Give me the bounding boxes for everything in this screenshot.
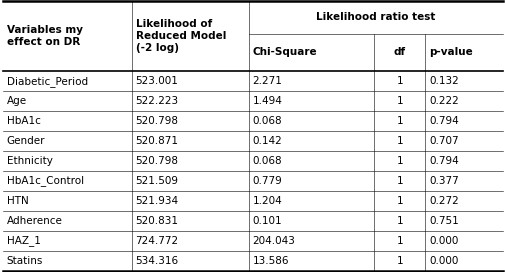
Text: Variables my
effect on DR: Variables my effect on DR — [7, 25, 82, 47]
Text: 0.101: 0.101 — [252, 216, 282, 226]
Text: 520.798: 520.798 — [135, 156, 178, 166]
Text: Statins: Statins — [7, 256, 43, 266]
Text: 0.707: 0.707 — [429, 136, 458, 146]
Text: 0.794: 0.794 — [429, 116, 459, 126]
Text: 521.934: 521.934 — [135, 196, 178, 206]
Text: 1: 1 — [396, 76, 402, 86]
Text: Likelihood ratio test: Likelihood ratio test — [316, 13, 435, 23]
Text: HAZ_1: HAZ_1 — [7, 235, 40, 246]
Text: 1: 1 — [396, 236, 402, 246]
Text: 520.798: 520.798 — [135, 116, 178, 126]
Text: 1: 1 — [396, 96, 402, 106]
Text: 0.000: 0.000 — [429, 256, 458, 266]
Text: 1: 1 — [396, 176, 402, 186]
Text: 1.494: 1.494 — [252, 96, 282, 106]
Text: Ethnicity: Ethnicity — [7, 156, 53, 166]
Text: 0.779: 0.779 — [252, 176, 282, 186]
Text: Age: Age — [7, 96, 27, 106]
Text: Likelihood of
Reduced Model
(-2 log): Likelihood of Reduced Model (-2 log) — [135, 19, 226, 53]
Text: p-value: p-value — [429, 48, 472, 57]
Text: 520.871: 520.871 — [135, 136, 178, 146]
Text: 520.831: 520.831 — [135, 216, 178, 226]
Text: 0.142: 0.142 — [252, 136, 282, 146]
Text: 13.586: 13.586 — [252, 256, 288, 266]
Text: 0.222: 0.222 — [429, 96, 459, 106]
Text: Chi-Square: Chi-Square — [252, 48, 317, 57]
Text: 1.204: 1.204 — [252, 196, 282, 206]
Text: df: df — [393, 48, 405, 57]
Text: 0.000: 0.000 — [429, 236, 458, 246]
Text: 1: 1 — [396, 116, 402, 126]
Text: 1: 1 — [396, 196, 402, 206]
Text: 0.068: 0.068 — [252, 116, 282, 126]
Text: 724.772: 724.772 — [135, 236, 178, 246]
Text: 1: 1 — [396, 136, 402, 146]
Text: 0.068: 0.068 — [252, 156, 282, 166]
Text: 0.377: 0.377 — [429, 176, 459, 186]
Text: 0.751: 0.751 — [429, 216, 459, 226]
Text: 2.271: 2.271 — [252, 76, 282, 86]
Text: Gender: Gender — [7, 136, 45, 146]
Text: 204.043: 204.043 — [252, 236, 295, 246]
Text: HTN: HTN — [7, 196, 28, 206]
Text: 521.509: 521.509 — [135, 176, 178, 186]
Text: 534.316: 534.316 — [135, 256, 178, 266]
Text: 1: 1 — [396, 256, 402, 266]
Text: 523.001: 523.001 — [135, 76, 178, 86]
Text: Diabetic_Period: Diabetic_Period — [7, 76, 87, 87]
Text: 1: 1 — [396, 156, 402, 166]
Text: 522.223: 522.223 — [135, 96, 178, 106]
Text: Adherence: Adherence — [7, 216, 62, 226]
Text: 0.794: 0.794 — [429, 156, 459, 166]
Text: 0.132: 0.132 — [429, 76, 459, 86]
Text: HbA1c: HbA1c — [7, 116, 40, 126]
Text: 1: 1 — [396, 216, 402, 226]
Text: HbA1c_Control: HbA1c_Control — [7, 175, 83, 186]
Text: 0.272: 0.272 — [429, 196, 459, 206]
